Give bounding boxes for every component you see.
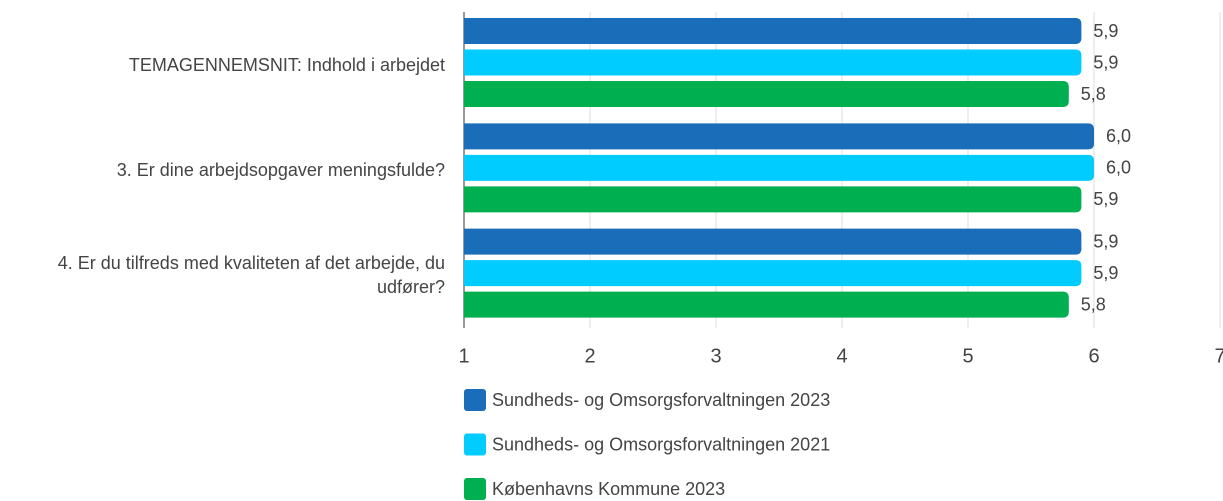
bar	[464, 186, 1082, 213]
category-label-box: 3. Er dine arbejdsopgaver meningsfulde?	[116, 159, 445, 180]
value-label: 6,0	[1106, 158, 1131, 178]
value-label: 5,8	[1081, 84, 1106, 104]
bar	[464, 18, 1082, 44]
x-tick-label: 4	[836, 345, 847, 367]
category-label-box: 4. Er du tilfreds med kvaliteten af det …	[57, 253, 445, 298]
value-label: 5,9	[1093, 189, 1118, 209]
bar	[464, 228, 1082, 255]
category-label: 3. Er dine arbejdsopgaver meningsfulde?	[116, 159, 445, 180]
value-label: 5,9	[1093, 263, 1118, 283]
value-label: 5,9	[1093, 21, 1118, 41]
legend-label: Sundheds- og Omsorgsforvaltningen 2021	[492, 434, 830, 454]
x-tick-label: 5	[962, 345, 973, 367]
x-tick-label: 6	[1088, 345, 1099, 367]
legend-swatch	[464, 389, 486, 411]
value-label: 5,9	[1093, 52, 1118, 72]
legend-label: Københavns Kommune 2023	[492, 479, 725, 499]
bar	[464, 260, 1082, 287]
legend-label: Sundheds- og Omsorgsforvaltningen 2023	[492, 390, 830, 410]
value-label: 6,0	[1106, 126, 1131, 146]
x-tick-label: 7	[1214, 345, 1223, 367]
x-tick-label: 2	[584, 345, 595, 367]
legend-swatch	[464, 478, 486, 500]
category-label: 4. Er du tilfreds med kvaliteten af det …	[57, 253, 445, 298]
x-tick-label: 1	[458, 345, 469, 367]
category-label-box: TEMAGENNEMSNIT: Indhold i arbejdet	[128, 54, 445, 75]
value-label: 5,9	[1093, 231, 1118, 251]
value-label: 5,8	[1081, 294, 1106, 314]
bar	[464, 291, 1069, 318]
category-label: TEMAGENNEMSNIT: Indhold i arbejdet	[128, 54, 445, 75]
bar	[464, 49, 1082, 76]
bar	[464, 81, 1069, 107]
bar	[464, 123, 1094, 150]
x-tick-label: 3	[710, 345, 721, 367]
legend-swatch	[464, 433, 486, 456]
bar	[464, 154, 1094, 181]
